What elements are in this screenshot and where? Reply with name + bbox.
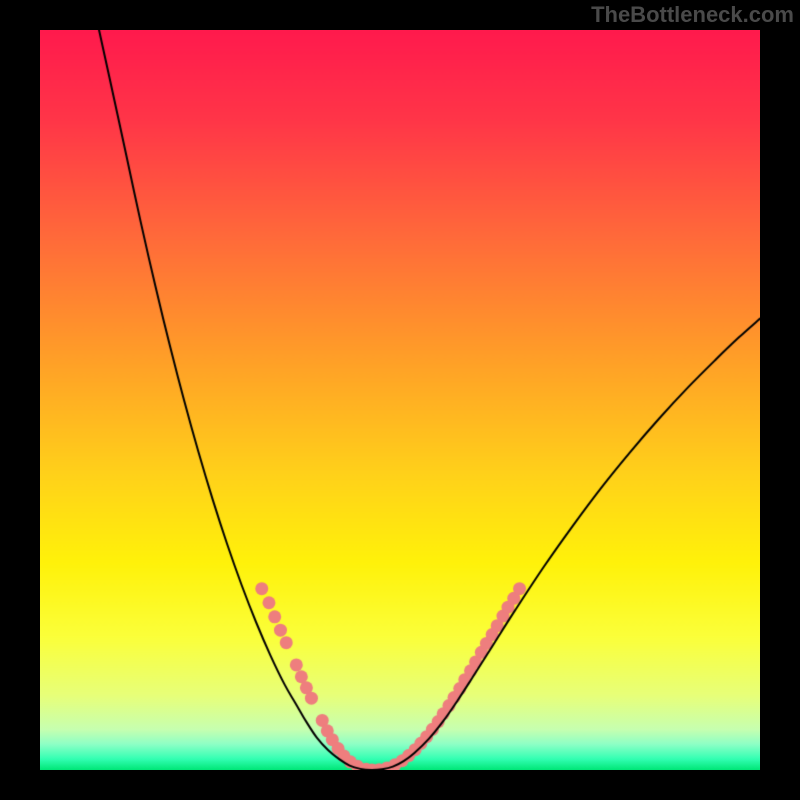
watermark-text: TheBottleneck.com [591, 2, 794, 28]
bottleneck-curve-chart [40, 30, 760, 770]
chart-container: TheBottleneck.com [0, 0, 800, 800]
